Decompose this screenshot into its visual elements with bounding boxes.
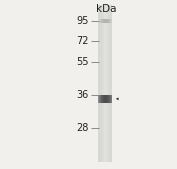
Bar [111, 5, 112, 162]
Bar [98, 5, 99, 162]
Bar [110, 5, 111, 162]
Bar [101, 5, 102, 162]
Bar [107, 5, 108, 162]
Bar [110, 19, 111, 23]
Bar [100, 95, 101, 103]
Bar [109, 5, 110, 162]
Bar [108, 5, 109, 162]
Text: 36: 36 [76, 90, 88, 101]
Bar [106, 95, 107, 103]
Bar [111, 19, 112, 23]
Bar [99, 95, 100, 103]
Bar [105, 95, 106, 103]
Bar [109, 19, 110, 23]
Bar [107, 95, 108, 103]
Bar [108, 19, 109, 23]
Bar [98, 19, 99, 23]
Bar [111, 95, 112, 103]
Bar [98, 95, 99, 103]
Bar [104, 95, 105, 103]
Bar [103, 95, 104, 103]
Bar [104, 19, 105, 23]
Bar [100, 5, 101, 162]
Bar [101, 95, 102, 103]
Polygon shape [116, 98, 118, 100]
Bar [110, 95, 111, 103]
Bar [100, 19, 101, 23]
Bar [99, 5, 100, 162]
Bar [106, 5, 107, 162]
Text: 28: 28 [76, 123, 88, 133]
Text: 95: 95 [76, 16, 88, 26]
Bar [107, 19, 108, 23]
Text: kDa: kDa [96, 4, 116, 14]
Text: 55: 55 [76, 57, 88, 67]
Bar [102, 19, 103, 23]
Bar [101, 19, 102, 23]
Bar [103, 19, 104, 23]
Bar [105, 5, 106, 162]
Bar [106, 19, 107, 23]
Bar [105, 19, 106, 23]
Bar [102, 5, 103, 162]
Bar [109, 95, 110, 103]
Bar [102, 95, 103, 103]
Bar [104, 5, 105, 162]
Bar [108, 95, 109, 103]
Bar [103, 5, 104, 162]
Bar [99, 19, 100, 23]
Text: 72: 72 [76, 35, 88, 46]
